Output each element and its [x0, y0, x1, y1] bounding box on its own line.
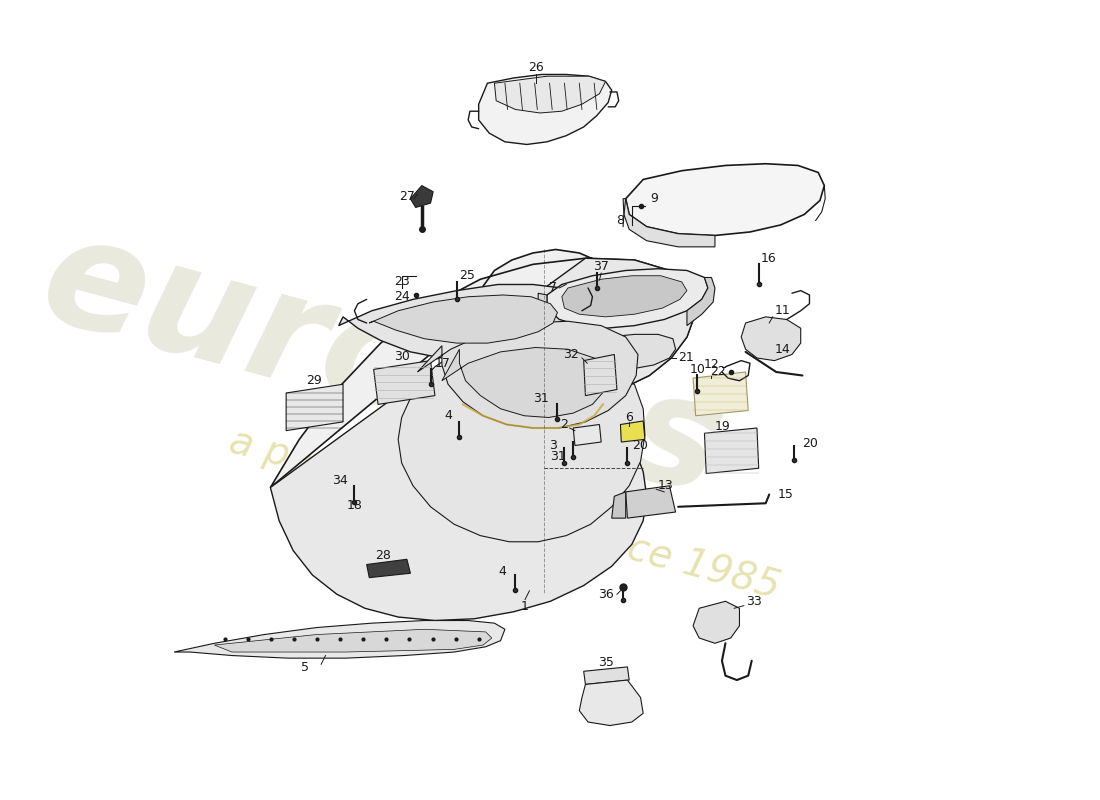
Text: 22: 22: [711, 366, 726, 378]
Polygon shape: [558, 352, 580, 382]
Polygon shape: [366, 559, 410, 578]
Text: 4: 4: [498, 565, 507, 578]
Text: 31: 31: [532, 392, 549, 405]
Text: 33: 33: [746, 594, 761, 608]
Polygon shape: [562, 276, 686, 317]
Text: 24: 24: [394, 290, 409, 303]
Text: 12: 12: [704, 358, 719, 371]
Text: 25: 25: [460, 270, 475, 282]
Text: 7: 7: [549, 282, 558, 294]
Polygon shape: [339, 285, 585, 361]
Polygon shape: [374, 361, 434, 404]
Text: 6: 6: [625, 411, 634, 424]
Text: 8: 8: [616, 214, 624, 227]
Polygon shape: [626, 486, 675, 518]
Polygon shape: [693, 372, 748, 416]
Text: 35: 35: [597, 656, 614, 669]
Polygon shape: [686, 278, 715, 326]
Text: 13: 13: [658, 479, 674, 492]
Text: a passion for cars since 1985: a passion for cars since 1985: [226, 422, 784, 606]
Polygon shape: [623, 198, 715, 247]
Text: 36: 36: [598, 588, 614, 601]
Polygon shape: [562, 334, 675, 372]
Text: 2: 2: [560, 418, 568, 431]
Polygon shape: [584, 354, 617, 396]
Text: 29: 29: [306, 374, 322, 387]
Polygon shape: [584, 667, 629, 685]
Text: 31: 31: [550, 450, 566, 463]
Polygon shape: [417, 322, 638, 428]
Polygon shape: [442, 347, 608, 418]
Polygon shape: [398, 356, 645, 542]
Text: 1: 1: [521, 600, 529, 613]
Text: 23: 23: [394, 275, 409, 288]
Polygon shape: [538, 294, 606, 343]
Polygon shape: [741, 317, 801, 361]
Text: 32: 32: [563, 348, 580, 361]
Polygon shape: [494, 76, 606, 113]
Polygon shape: [620, 421, 645, 442]
Text: 18: 18: [346, 498, 362, 511]
Polygon shape: [271, 258, 695, 621]
Polygon shape: [286, 384, 343, 430]
Polygon shape: [547, 269, 708, 328]
Polygon shape: [410, 186, 433, 207]
Polygon shape: [704, 428, 759, 474]
Text: 26: 26: [528, 61, 543, 74]
Polygon shape: [626, 164, 824, 235]
Text: 34: 34: [332, 474, 348, 487]
Polygon shape: [370, 295, 558, 343]
Text: 14: 14: [774, 342, 790, 356]
Text: 30: 30: [394, 350, 409, 362]
Polygon shape: [693, 602, 739, 643]
Text: europes: europes: [26, 203, 738, 527]
Text: 11: 11: [774, 304, 790, 318]
Polygon shape: [174, 621, 505, 658]
Text: 21: 21: [679, 351, 694, 365]
Text: 3: 3: [550, 439, 558, 452]
Polygon shape: [573, 425, 602, 446]
Polygon shape: [271, 250, 695, 487]
Text: 28: 28: [375, 550, 392, 562]
Polygon shape: [580, 680, 644, 726]
Text: 17: 17: [434, 357, 451, 370]
Text: 15: 15: [778, 488, 794, 501]
Text: 16: 16: [760, 252, 777, 265]
Text: 19: 19: [715, 420, 730, 433]
Polygon shape: [214, 630, 492, 652]
Polygon shape: [478, 74, 612, 145]
Text: 4: 4: [444, 410, 452, 422]
Polygon shape: [612, 492, 626, 518]
Text: 20: 20: [803, 438, 818, 450]
Text: 20: 20: [631, 439, 648, 452]
Text: 10: 10: [690, 363, 705, 376]
Text: 37: 37: [593, 261, 609, 274]
Text: 9: 9: [650, 192, 658, 206]
Text: 5: 5: [301, 662, 309, 674]
Text: 27: 27: [399, 190, 415, 203]
